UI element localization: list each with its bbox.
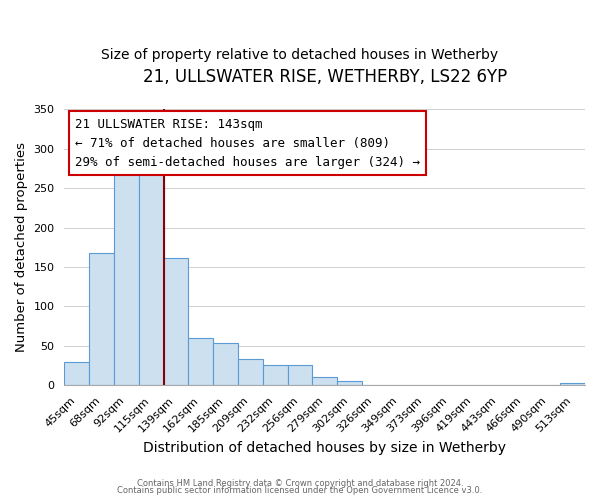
Bar (362, 384, 386, 386)
Bar (114, 167, 139, 386)
Bar (386, 384, 412, 386)
X-axis label: Distribution of detached houses by size in Wetherby: Distribution of detached houses by size … (143, 441, 506, 455)
Bar (188, 338, 213, 386)
Bar (64, 362, 89, 386)
Bar (263, 365, 287, 386)
Bar (313, 378, 337, 386)
Text: 21 ULLSWATER RISE: 143sqm
← 71% of detached houses are smaller (809)
29% of semi: 21 ULLSWATER RISE: 143sqm ← 71% of detac… (75, 118, 420, 168)
Title: 21, ULLSWATER RISE, WETHERBY, LS22 6YP: 21, ULLSWATER RISE, WETHERBY, LS22 6YP (143, 68, 507, 86)
Text: Size of property relative to detached houses in Wetherby: Size of property relative to detached ho… (101, 48, 499, 62)
Bar (89, 253, 114, 386)
Text: Contains public sector information licensed under the Open Government Licence v3: Contains public sector information licen… (118, 486, 482, 495)
Text: Contains HM Land Registry data © Crown copyright and database right 2024.: Contains HM Land Registry data © Crown c… (137, 478, 463, 488)
Bar (461, 384, 486, 386)
Bar (238, 360, 263, 386)
Y-axis label: Number of detached properties: Number of detached properties (15, 142, 28, 352)
Bar (560, 383, 585, 386)
Bar (337, 382, 362, 386)
Bar (213, 343, 238, 386)
Bar (139, 156, 164, 386)
Bar (287, 365, 313, 386)
Bar (164, 258, 188, 386)
